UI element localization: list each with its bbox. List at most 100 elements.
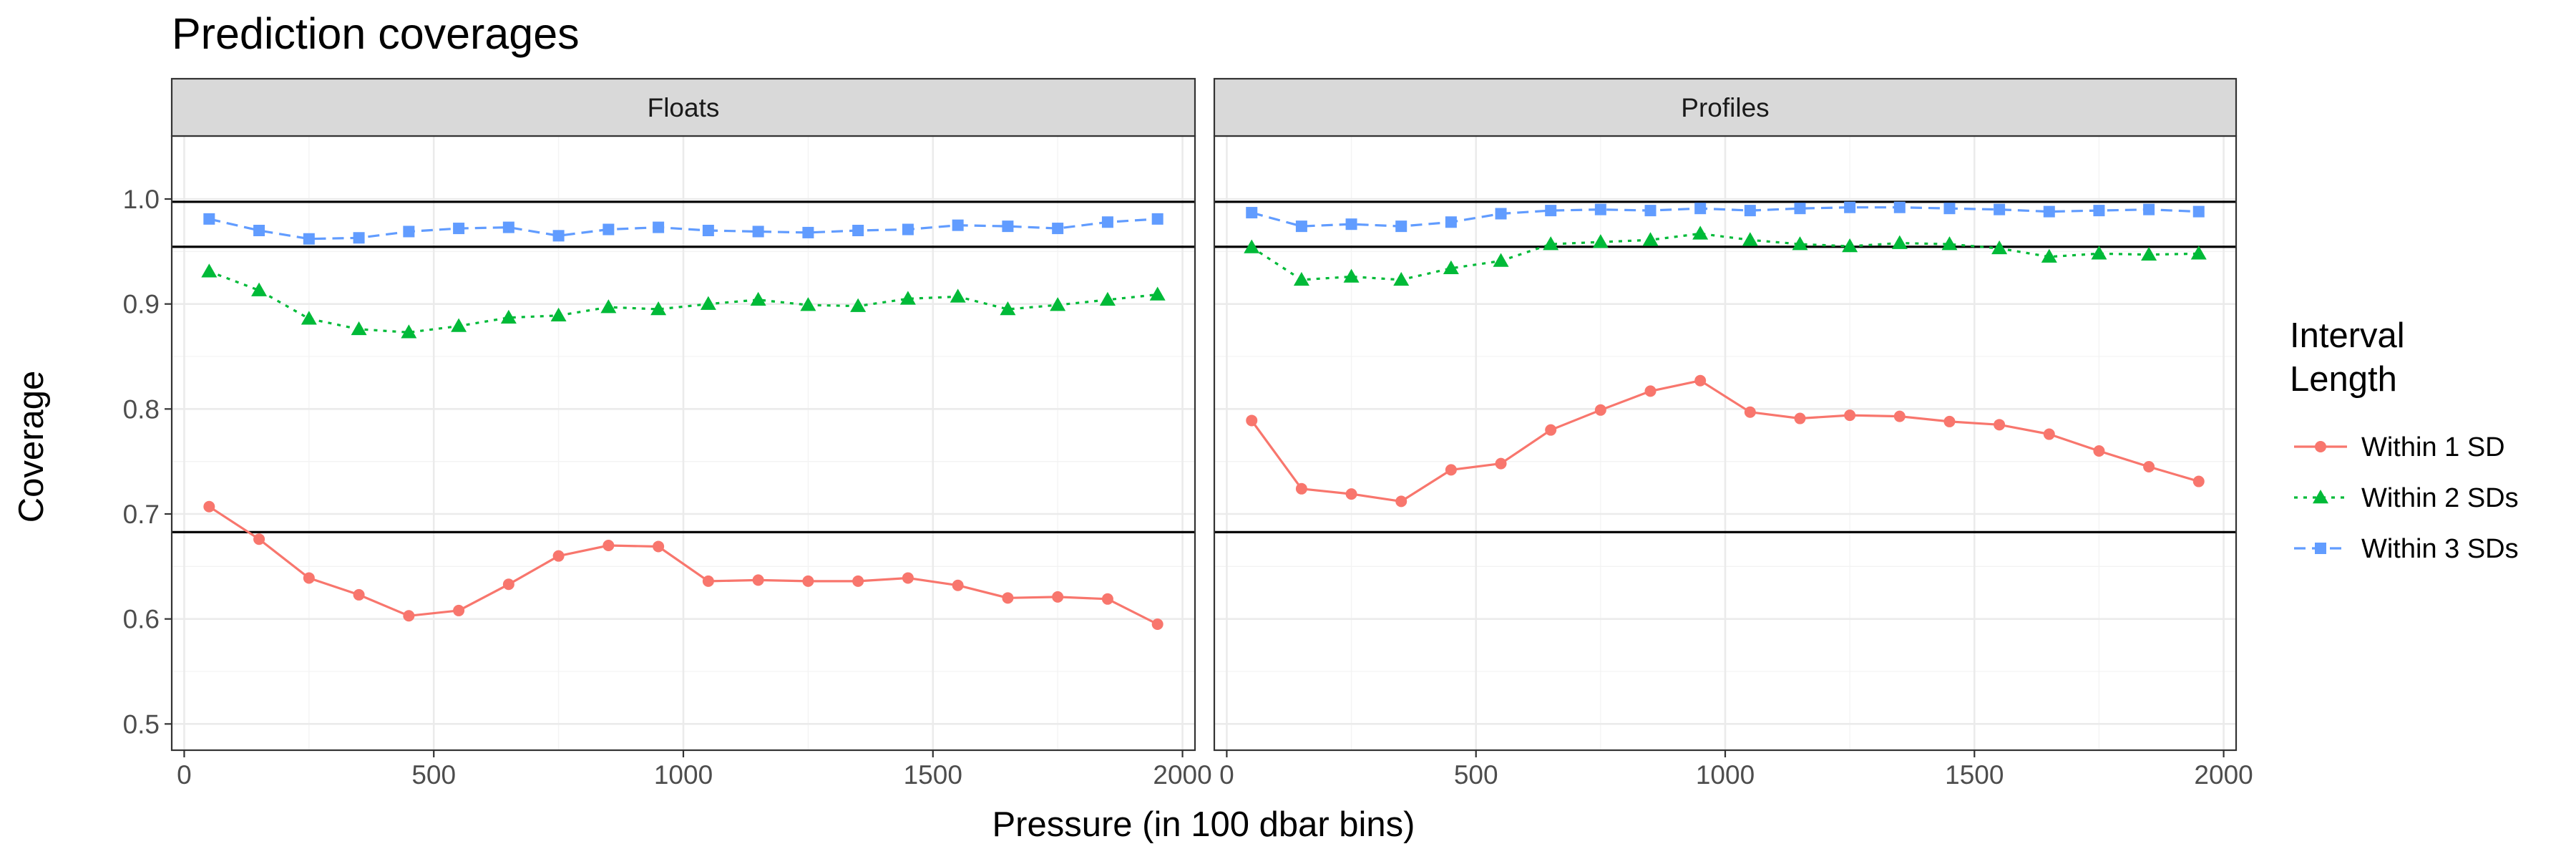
data-point <box>1295 220 1307 233</box>
legend-title: Interval <box>2290 316 2405 355</box>
data-point <box>303 233 315 245</box>
data-point <box>650 301 667 316</box>
data-point <box>1246 207 1258 219</box>
data-point <box>2091 246 2107 260</box>
facet-panel-profiles: Profiles 0 500 1000 1500 2000 <box>1213 77 2253 790</box>
data-point <box>1445 216 1457 228</box>
data-point <box>2190 246 2207 260</box>
data-point <box>700 296 716 310</box>
data-point <box>1545 205 1557 217</box>
y-tick-label: 0.8 <box>123 394 160 424</box>
data-point <box>1994 203 2006 215</box>
data-point <box>1794 203 1806 215</box>
data-point <box>952 219 964 231</box>
data-point <box>1844 201 1856 213</box>
series-line <box>1250 379 2200 503</box>
data-point <box>1943 203 1956 215</box>
legend-title: Length <box>2290 360 2397 399</box>
y-tick-label: 0.6 <box>123 605 160 634</box>
data-point <box>2143 203 2155 215</box>
data-point <box>802 226 814 238</box>
data-point <box>750 291 766 306</box>
data-point <box>502 221 514 233</box>
data-point <box>802 575 814 587</box>
facet-strip-label: Profiles <box>1681 93 1769 122</box>
data-point <box>351 321 367 336</box>
data-point <box>1295 482 1307 495</box>
data-point <box>1395 495 1407 508</box>
data-point <box>2043 205 2055 218</box>
data-point <box>550 307 567 322</box>
data-point <box>1794 412 1806 424</box>
data-point <box>201 263 218 278</box>
data-point <box>1099 291 1116 306</box>
x-tick-label: 1000 <box>654 760 713 790</box>
data-point <box>303 572 315 584</box>
x-tick-label: 0 <box>177 760 192 790</box>
data-point <box>752 225 764 238</box>
data-point <box>1545 424 1557 436</box>
data-point <box>1151 618 1163 630</box>
data-point <box>1592 234 1609 248</box>
data-point <box>1244 239 1260 253</box>
x-tick-label: 500 <box>1454 760 1498 790</box>
data-point <box>2093 205 2105 217</box>
data-point <box>502 578 514 591</box>
data-point <box>500 309 517 324</box>
x-tick-label: 0 <box>1219 760 1234 790</box>
facet-panels: Floats 0 500 1000 1500 2000 0.5 0.6 0.7 0.8 0.9 1.0… <box>123 77 2253 790</box>
data-point <box>1495 457 1507 470</box>
data-point <box>1644 385 1657 397</box>
y-tick-label: 1.0 <box>123 185 160 214</box>
legend-label: Within 1 SD <box>2361 432 2505 462</box>
data-point <box>253 533 265 545</box>
data-point <box>1692 225 1709 240</box>
data-point <box>1891 235 1908 249</box>
data-point <box>1842 238 1858 253</box>
data-point <box>852 225 864 236</box>
data-point <box>852 575 864 587</box>
data-point <box>602 540 615 551</box>
data-point <box>203 213 215 225</box>
data-point <box>653 540 665 553</box>
data-point <box>1694 374 1707 387</box>
legend-key-marker <box>2315 441 2326 452</box>
data-point <box>1395 220 1407 233</box>
data-point <box>1345 218 1357 230</box>
x-tick-label: 1000 <box>1696 760 1755 790</box>
chart-title: Prediction coverages <box>172 9 580 58</box>
x-axis-title: Pressure (in 100 dbar bins) <box>992 805 1415 844</box>
data-point <box>1002 592 1014 604</box>
data-point <box>600 299 617 314</box>
data-point <box>353 588 365 601</box>
data-point <box>800 297 816 311</box>
data-point <box>1543 236 1559 251</box>
y-tick-label: 0.9 <box>123 290 160 319</box>
data-point <box>1052 223 1064 235</box>
facet-strip <box>1213 77 2238 137</box>
data-point <box>1101 593 1113 605</box>
data-point <box>1443 260 1459 275</box>
data-point <box>850 298 867 312</box>
y-axis-title: Coverage <box>12 371 51 523</box>
data-point <box>1493 253 1509 267</box>
legend-key-marker <box>2315 543 2326 554</box>
data-point <box>403 225 415 238</box>
data-point <box>2192 205 2205 218</box>
data-point <box>902 572 914 584</box>
data-point <box>1844 409 1856 422</box>
data-point <box>301 311 317 325</box>
series-line <box>1251 206 2199 228</box>
data-point <box>1744 406 1756 418</box>
x-tick-label: 500 <box>411 760 456 790</box>
x-tick-label: 1500 <box>1945 760 2004 790</box>
data-point <box>702 225 714 236</box>
facet-strip-label: Floats <box>648 93 720 122</box>
data-point <box>251 282 268 296</box>
x-tick-label: 2000 <box>2194 760 2253 790</box>
data-point <box>1594 203 1606 215</box>
data-point <box>1495 208 1507 220</box>
data-point <box>1694 203 1707 215</box>
data-point <box>702 575 714 587</box>
